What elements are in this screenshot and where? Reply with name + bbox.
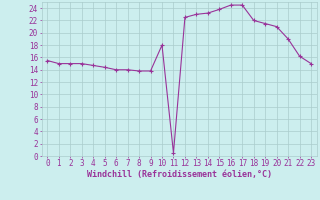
X-axis label: Windchill (Refroidissement éolien,°C): Windchill (Refroidissement éolien,°C) <box>87 170 272 179</box>
